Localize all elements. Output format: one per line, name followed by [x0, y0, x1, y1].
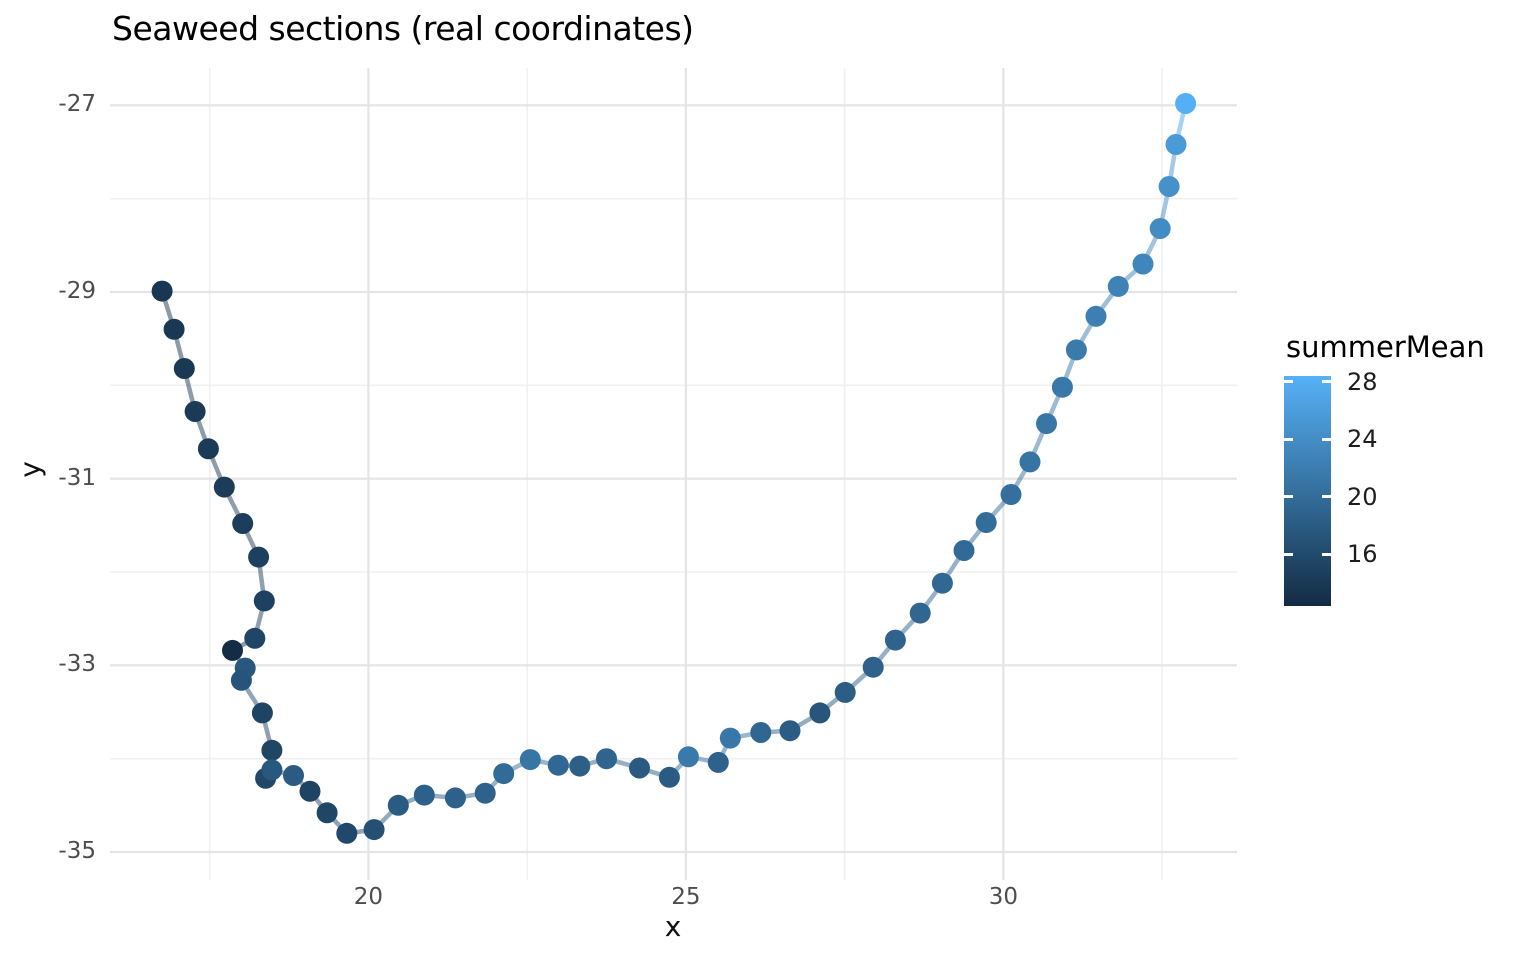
data-point	[363, 819, 385, 841]
data-point	[1165, 134, 1187, 155]
x-axis-title: x	[664, 910, 682, 943]
data-point	[750, 722, 772, 743]
data-point	[975, 512, 997, 533]
x-tick-label: 25	[671, 884, 701, 910]
legend-colorbar-tick	[1284, 380, 1293, 384]
data-point	[173, 358, 195, 379]
data-point	[261, 739, 283, 761]
data-point	[387, 794, 409, 816]
y-tick-label: -31	[58, 464, 96, 491]
data-point	[232, 513, 254, 534]
data-point	[1132, 253, 1154, 275]
data-point	[413, 784, 435, 806]
data-point	[658, 766, 680, 788]
legend-colorbar-tick	[1322, 495, 1331, 499]
data-point	[953, 540, 975, 561]
data-point	[519, 749, 541, 771]
data-point	[1065, 339, 1087, 361]
data-point	[1000, 484, 1022, 505]
data-point	[677, 746, 699, 768]
data-point	[316, 802, 338, 824]
data-point	[283, 765, 304, 786]
legend-tick-label: 20	[1347, 482, 1378, 511]
data-point	[1149, 218, 1171, 239]
data-point	[719, 727, 741, 749]
y-tick-label: -27	[58, 91, 96, 118]
data-point	[474, 782, 496, 804]
legend-tick-label: 28	[1347, 367, 1378, 396]
data-point	[629, 757, 650, 779]
y-axis-title: y	[13, 461, 47, 478]
data-point	[547, 754, 569, 776]
legend-tick-label: 24	[1347, 425, 1378, 454]
data-point	[909, 602, 931, 624]
legend-colorbar-tick	[1284, 495, 1293, 499]
legend-colorbar-tick	[1322, 380, 1331, 384]
data-point	[253, 590, 275, 612]
data-point	[1036, 413, 1057, 435]
data-point	[884, 629, 906, 651]
data-point	[569, 755, 591, 777]
data-point	[151, 280, 173, 302]
data-point	[197, 438, 219, 460]
legend-colorbar-tick	[1284, 552, 1293, 556]
data-point	[261, 759, 283, 781]
legend-tick-label: 16	[1347, 540, 1378, 569]
data-point	[248, 546, 270, 568]
y-tick-label: -33	[58, 651, 96, 678]
data-point	[1085, 305, 1107, 327]
data-point	[931, 572, 953, 594]
data-point	[834, 681, 856, 703]
data-point	[1107, 275, 1129, 297]
chart-title: Seaweed sections (real coordinates)	[112, 9, 694, 48]
data-point	[184, 401, 206, 422]
data-point	[1019, 451, 1041, 473]
data-point	[213, 476, 235, 498]
data-point	[862, 656, 884, 678]
data-point	[244, 627, 266, 649]
data-point	[230, 669, 252, 691]
x-tick-label: 20	[353, 884, 384, 910]
data-point	[336, 822, 358, 844]
data-point	[1175, 93, 1197, 114]
data-point	[596, 748, 617, 770]
data-point	[779, 720, 801, 742]
data-point	[444, 787, 466, 809]
data-point	[707, 751, 729, 773]
legend-colorbar-tick	[1322, 437, 1331, 441]
legend-colorbar	[1284, 376, 1331, 606]
y-tick-label: -29	[58, 278, 96, 304]
data-point	[299, 780, 321, 802]
x-tick-label: 30	[988, 884, 1018, 910]
legend-title: summerMean	[1286, 330, 1485, 364]
data-point	[809, 702, 831, 724]
data-point	[493, 763, 515, 785]
data-point	[163, 318, 185, 340]
data-point	[1158, 176, 1180, 197]
y-tick-label: -35	[58, 838, 96, 864]
data-point	[1051, 376, 1073, 398]
legend-colorbar-tick	[1322, 552, 1331, 556]
data-point	[251, 702, 273, 724]
data-point	[222, 639, 243, 661]
legend-colorbar-tick	[1284, 437, 1293, 441]
